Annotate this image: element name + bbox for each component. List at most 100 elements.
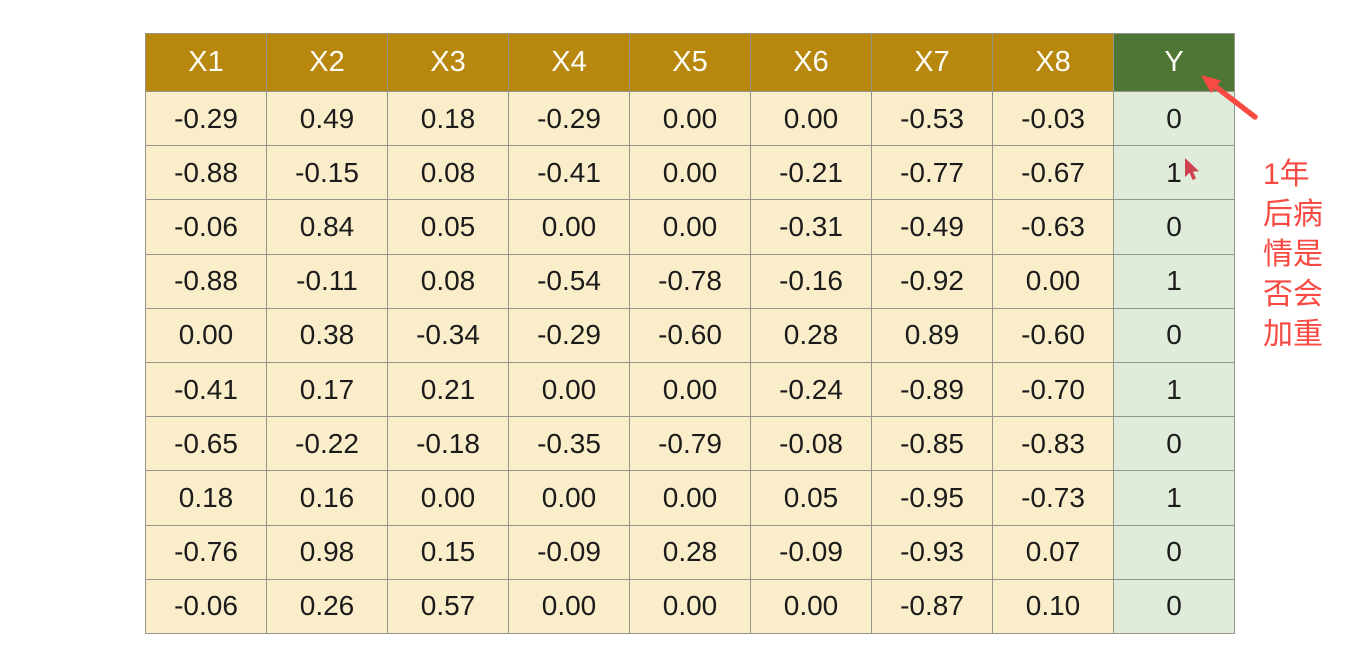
table-cell: -0.85 xyxy=(871,416,993,472)
annotation-line: 后病 xyxy=(1263,198,1323,231)
table-cell: 0.57 xyxy=(387,578,509,635)
table-cell: 0.26 xyxy=(266,578,388,635)
table-cell: -0.53 xyxy=(871,90,993,147)
table-row: -0.88 -0.11 0.08 -0.54 -0.78 -0.16 -0.92 0.00 1 xyxy=(145,253,1235,309)
table-cell: 0.15 xyxy=(387,524,509,580)
annotation-line: 加重 xyxy=(1263,318,1323,351)
column-header-x2: X2 xyxy=(266,33,388,92)
table-cell: 0.10 xyxy=(992,578,1114,635)
table-row: -0.88 -0.15 0.08 -0.41 0.00 -0.21 -0.77 -0.67 1 xyxy=(145,145,1235,201)
table-cell: 0.28 xyxy=(629,524,751,580)
table-cell: -0.54 xyxy=(508,253,630,309)
table-cell: -0.09 xyxy=(508,524,630,580)
table-cell: -0.31 xyxy=(750,199,872,255)
table-cell: -0.06 xyxy=(145,578,267,635)
table-cell: 0.00 xyxy=(629,145,751,201)
table-cell: -0.95 xyxy=(871,470,993,526)
table-cell: -0.06 xyxy=(145,199,267,255)
annotation-line: 否会 xyxy=(1263,278,1323,311)
table-cell: -0.77 xyxy=(871,145,993,201)
table-cell: 1 xyxy=(1113,361,1235,418)
table-cell: 0.18 xyxy=(145,470,267,526)
table-cell: 0 xyxy=(1113,524,1235,580)
table-cell: -0.24 xyxy=(750,361,872,418)
table-cell: -0.73 xyxy=(992,470,1114,526)
table-row: -0.41 0.17 0.21 0.00 0.00 -0.24 -0.89 -0.70 1 xyxy=(145,361,1235,418)
table-cell: 0.00 xyxy=(992,253,1114,309)
table-row: -0.65 -0.22 -0.18 -0.35 -0.79 -0.08 -0.85 -0.83… xyxy=(145,416,1235,472)
annotation-text: 1年 后病 情是 否会 加重 xyxy=(1263,155,1343,355)
table-row: -0.06 0.26 0.57 0.00 0.00 0.00 -0.87 0.10 0 xyxy=(145,578,1235,635)
table-cell: -0.93 xyxy=(871,524,993,580)
table-cell: -0.08 xyxy=(750,416,872,472)
table-cell: 0.08 xyxy=(387,253,509,309)
table-cell: -0.18 xyxy=(387,416,509,472)
table-cell: -0.22 xyxy=(266,416,388,472)
table-cell: 0 xyxy=(1113,416,1235,472)
table-cell: 0.17 xyxy=(266,361,388,418)
mouse-cursor-icon xyxy=(1185,158,1199,180)
table-cell: 0.00 xyxy=(629,578,751,635)
table-cell: -0.67 xyxy=(992,145,1114,201)
table-cell: -0.29 xyxy=(508,307,630,363)
table-cell: 0.49 xyxy=(266,90,388,147)
table-cell: -0.92 xyxy=(871,253,993,309)
table-cell: -0.88 xyxy=(145,145,267,201)
table-cell: 0.07 xyxy=(992,524,1114,580)
table-cell: -0.49 xyxy=(871,199,993,255)
table-cell: -0.03 xyxy=(992,90,1114,147)
table-cell: 1 xyxy=(1113,470,1235,526)
table-cell: -0.76 xyxy=(145,524,267,580)
table-cell: 0.18 xyxy=(387,90,509,147)
table-cell: 1 xyxy=(1113,145,1235,201)
column-header-x5: X5 xyxy=(629,33,751,92)
table-cell: -0.89 xyxy=(871,361,993,418)
column-header-x1: X1 xyxy=(145,33,267,92)
table-row: -0.76 0.98 0.15 -0.09 0.28 -0.09 -0.93 0.07 0 xyxy=(145,524,1235,580)
table-cell: -0.60 xyxy=(992,307,1114,363)
table-cell: 0.16 xyxy=(266,470,388,526)
table-cell: 0.21 xyxy=(387,361,509,418)
table-cell: -0.60 xyxy=(629,307,751,363)
table-cell: -0.78 xyxy=(629,253,751,309)
table-cell: 0.98 xyxy=(266,524,388,580)
table-cell: -0.63 xyxy=(992,199,1114,255)
table-cell: 0.00 xyxy=(145,307,267,363)
table-cell: 0.00 xyxy=(508,578,630,635)
column-header-x8: X8 xyxy=(992,33,1114,92)
table-row: -0.06 0.84 0.05 0.00 0.00 -0.31 -0.49 -0.63 0 xyxy=(145,199,1235,255)
annotation-line: 情是 xyxy=(1263,238,1323,271)
column-header-x3: X3 xyxy=(387,33,509,92)
table-cell: -0.11 xyxy=(266,253,388,309)
table-cell: 0.00 xyxy=(508,199,630,255)
table-cell: -0.29 xyxy=(145,90,267,147)
column-header-y: Y xyxy=(1113,33,1235,92)
table-cell: 0.84 xyxy=(266,199,388,255)
table-cell: 0.00 xyxy=(387,470,509,526)
table-cell: 0.00 xyxy=(629,199,751,255)
table-cell: -0.65 xyxy=(145,416,267,472)
table-cell: 0.89 xyxy=(871,307,993,363)
table-cell: -0.16 xyxy=(750,253,872,309)
table-row: -0.29 0.49 0.18 -0.29 0.00 0.00 -0.53 -0.03 0 xyxy=(145,90,1235,147)
table-cell: -0.87 xyxy=(871,578,993,635)
table-cell: 0 xyxy=(1113,199,1235,255)
table-cell: 0 xyxy=(1113,578,1235,635)
table-cell: -0.21 xyxy=(750,145,872,201)
table-cell: -0.79 xyxy=(629,416,751,472)
table-cell: 0.00 xyxy=(750,578,872,635)
table-cell: 0 xyxy=(1113,307,1235,363)
table-cell: -0.41 xyxy=(145,361,267,418)
table-row: 0.18 0.16 0.00 0.00 0.00 0.05 -0.95 -0.73 1 xyxy=(145,470,1235,526)
table-cell: 0.05 xyxy=(387,199,509,255)
table-cell: -0.34 xyxy=(387,307,509,363)
table-cell: -0.83 xyxy=(992,416,1114,472)
table-cell: -0.70 xyxy=(992,361,1114,418)
table-cell: 0.00 xyxy=(629,90,751,147)
table-cell: 0.00 xyxy=(629,470,751,526)
table-cell: 0.38 xyxy=(266,307,388,363)
table-cell: 0.08 xyxy=(387,145,509,201)
table-cell: -0.35 xyxy=(508,416,630,472)
table-cell: 0.05 xyxy=(750,470,872,526)
